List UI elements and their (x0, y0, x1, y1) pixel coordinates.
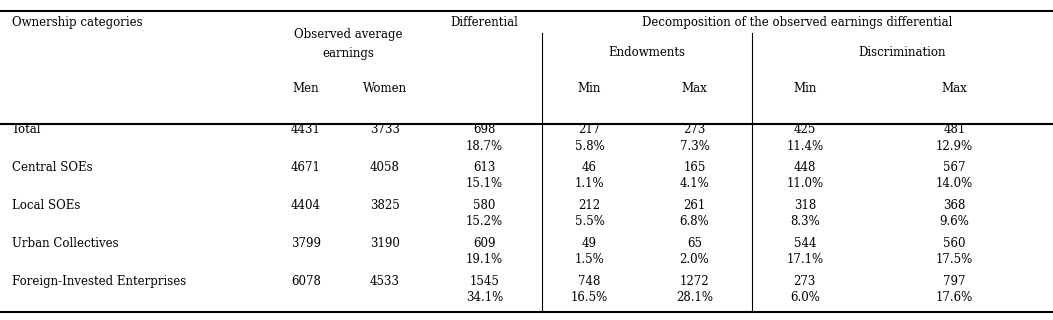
Text: Max: Max (681, 82, 708, 95)
Text: 18.7%: 18.7% (465, 140, 503, 153)
Text: 425: 425 (794, 124, 816, 136)
Text: 6078: 6078 (291, 275, 321, 288)
Text: Min: Min (578, 82, 601, 95)
Text: 9.6%: 9.6% (939, 215, 970, 228)
Text: 613: 613 (473, 161, 496, 174)
Text: 3190: 3190 (370, 237, 400, 250)
Text: Central SOEs: Central SOEs (12, 161, 93, 174)
Text: 3825: 3825 (370, 199, 399, 212)
Text: 1545: 1545 (470, 275, 499, 288)
Text: Observed average: Observed average (294, 28, 402, 41)
Text: Discrimination: Discrimination (858, 46, 946, 59)
Text: Max: Max (941, 82, 968, 95)
Text: 15.2%: 15.2% (465, 215, 503, 228)
Text: earnings: earnings (322, 47, 374, 60)
Text: 19.1%: 19.1% (465, 253, 503, 267)
Text: 261: 261 (683, 199, 706, 212)
Text: 609: 609 (473, 237, 496, 250)
Text: Women: Women (362, 82, 406, 95)
Text: 318: 318 (794, 199, 816, 212)
Text: Differential: Differential (451, 15, 518, 28)
Text: 4058: 4058 (370, 161, 400, 174)
Text: 481: 481 (943, 124, 966, 136)
Text: 3799: 3799 (291, 237, 321, 250)
Text: 1.1%: 1.1% (575, 177, 604, 190)
Text: 15.1%: 15.1% (465, 177, 503, 190)
Text: 1.5%: 1.5% (575, 253, 604, 267)
Text: 7.3%: 7.3% (679, 140, 710, 153)
Text: 567: 567 (943, 161, 966, 174)
Text: 17.5%: 17.5% (936, 253, 973, 267)
Text: 8.3%: 8.3% (790, 215, 819, 228)
Text: 28.1%: 28.1% (676, 292, 713, 305)
Text: 4671: 4671 (291, 161, 321, 174)
Text: 748: 748 (578, 275, 600, 288)
Text: 5.8%: 5.8% (575, 140, 604, 153)
Text: 273: 273 (683, 124, 706, 136)
Text: 17.6%: 17.6% (936, 292, 973, 305)
Text: Decomposition of the observed earnings differential: Decomposition of the observed earnings d… (641, 15, 952, 28)
Text: 448: 448 (794, 161, 816, 174)
Text: 6.8%: 6.8% (679, 215, 710, 228)
Text: 34.1%: 34.1% (465, 292, 503, 305)
Text: 544: 544 (794, 237, 816, 250)
Text: 16.5%: 16.5% (571, 292, 609, 305)
Text: 17.1%: 17.1% (787, 253, 823, 267)
Text: 580: 580 (473, 199, 496, 212)
Text: 14.0%: 14.0% (936, 177, 973, 190)
Text: Foreign-Invested Enterprises: Foreign-Invested Enterprises (12, 275, 186, 288)
Text: 212: 212 (578, 199, 600, 212)
Text: 46: 46 (582, 161, 597, 174)
Text: 11.0%: 11.0% (787, 177, 823, 190)
Text: 698: 698 (473, 124, 496, 136)
Text: 11.4%: 11.4% (787, 140, 823, 153)
Text: 165: 165 (683, 161, 706, 174)
Text: 1272: 1272 (680, 275, 710, 288)
Text: 797: 797 (943, 275, 966, 288)
Text: 4431: 4431 (291, 124, 321, 136)
Text: 3733: 3733 (370, 124, 400, 136)
Text: Men: Men (293, 82, 319, 95)
Text: Local SOEs: Local SOEs (12, 199, 80, 212)
Text: Ownership categories: Ownership categories (12, 15, 142, 28)
Text: 12.9%: 12.9% (936, 140, 973, 153)
Text: 368: 368 (943, 199, 966, 212)
Text: 4404: 4404 (291, 199, 321, 212)
Text: 273: 273 (794, 275, 816, 288)
Text: Total: Total (12, 124, 41, 136)
Text: Endowments: Endowments (609, 46, 686, 59)
Text: 49: 49 (582, 237, 597, 250)
Text: 65: 65 (687, 237, 702, 250)
Text: 4.1%: 4.1% (679, 177, 710, 190)
Text: 4533: 4533 (370, 275, 400, 288)
Text: 217: 217 (578, 124, 600, 136)
Text: Min: Min (793, 82, 816, 95)
Text: Urban Collectives: Urban Collectives (12, 237, 119, 250)
Text: 2.0%: 2.0% (679, 253, 710, 267)
Text: 6.0%: 6.0% (790, 292, 819, 305)
Text: 5.5%: 5.5% (575, 215, 604, 228)
Text: 560: 560 (943, 237, 966, 250)
